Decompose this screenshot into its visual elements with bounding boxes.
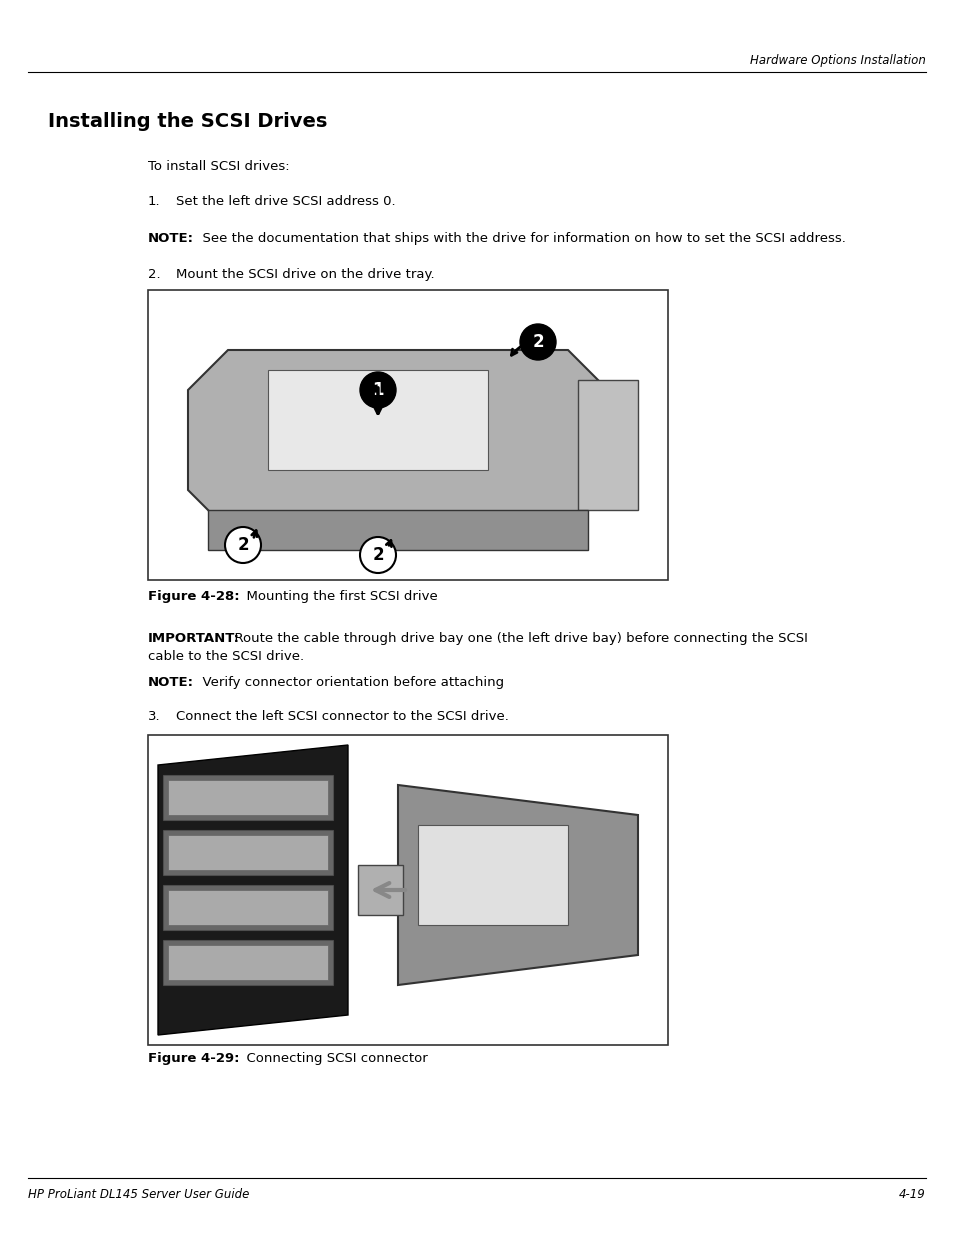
Text: 2: 2 (372, 546, 383, 564)
Text: Mounting the first SCSI drive: Mounting the first SCSI drive (237, 590, 437, 603)
Circle shape (225, 527, 261, 563)
Text: 2.: 2. (148, 268, 160, 282)
Bar (417, 825, 567, 925)
Text: See the documentation that ships with the drive for information on how to set th: See the documentation that ships with th… (193, 232, 845, 245)
Text: HP ProLiant DL145 Server User Guide: HP ProLiant DL145 Server User Guide (28, 1188, 249, 1200)
Text: Set the left drive SCSI address 0.: Set the left drive SCSI address 0. (175, 195, 395, 207)
Text: Installing the SCSI Drives: Installing the SCSI Drives (48, 112, 327, 131)
Text: 3.: 3. (148, 710, 160, 722)
Text: 1.: 1. (148, 195, 160, 207)
Text: 4-19: 4-19 (899, 1188, 925, 1200)
Text: Hardware Options Installation: Hardware Options Installation (749, 54, 925, 67)
Text: Verify connector orientation before attaching: Verify connector orientation before atta… (193, 676, 503, 689)
Bar (168, 890, 328, 925)
Bar (163, 940, 333, 986)
Text: Figure 4-28:: Figure 4-28: (148, 590, 239, 603)
Bar (578, 380, 638, 510)
Text: 2: 2 (237, 536, 249, 555)
Bar (168, 781, 328, 815)
Text: NOTE:: NOTE: (148, 232, 193, 245)
Text: IMPORTANT:: IMPORTANT: (148, 632, 240, 645)
Bar (148, 290, 667, 580)
Bar (163, 885, 333, 930)
Polygon shape (397, 785, 638, 986)
Text: NOTE:: NOTE: (148, 676, 193, 689)
Bar (168, 835, 328, 869)
Text: Connect the left SCSI connector to the SCSI drive.: Connect the left SCSI connector to the S… (175, 710, 508, 722)
Circle shape (359, 537, 395, 573)
Circle shape (359, 372, 395, 408)
Bar (163, 776, 333, 820)
Bar (357, 864, 402, 915)
Text: cable to the SCSI drive.: cable to the SCSI drive. (148, 650, 304, 663)
Text: Mount the SCSI drive on the drive tray.: Mount the SCSI drive on the drive tray. (175, 268, 435, 282)
Bar (168, 945, 328, 981)
Text: 1: 1 (372, 382, 383, 399)
Bar (268, 370, 488, 471)
Text: Figure 4-29:: Figure 4-29: (148, 1052, 239, 1065)
Bar (163, 830, 333, 876)
Polygon shape (188, 350, 607, 530)
Bar (148, 735, 667, 1045)
Bar (208, 510, 587, 550)
Text: Connecting SCSI connector: Connecting SCSI connector (237, 1052, 427, 1065)
Text: Route the cable through drive bay one (the left drive bay) before connecting the: Route the cable through drive bay one (t… (226, 632, 807, 645)
Circle shape (519, 324, 556, 359)
Text: 2: 2 (532, 333, 543, 351)
Text: To install SCSI drives:: To install SCSI drives: (148, 161, 290, 173)
Polygon shape (158, 745, 348, 1035)
